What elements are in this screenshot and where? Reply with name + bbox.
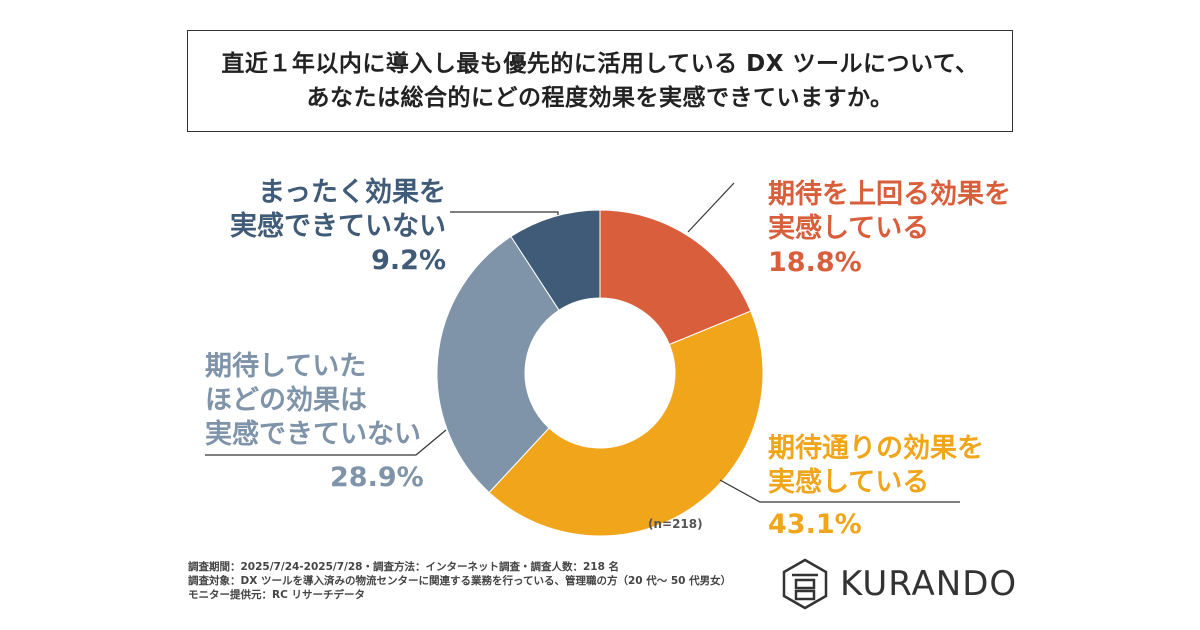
kurando-logo: KURANDO (782, 558, 1017, 610)
label-slice-0-line2: 実感している (768, 213, 930, 244)
label-slice-0-line1: 期待を上回る効果を (768, 179, 1011, 210)
value-slice-3: 9.2% (371, 245, 446, 276)
donut-slice-0 (599, 209, 752, 346)
label-slice-3-line2: 実感できていない (230, 211, 446, 242)
donut-slice-2 (436, 235, 560, 494)
label-slice-3-line1: まったく効果を (258, 177, 446, 208)
kurando-logo-icon (782, 558, 828, 610)
donut-slice-1 (488, 310, 764, 537)
footnotes: 調査期間：2025/7/24-2025/7/28・調査方法：インターネット調査・… (188, 560, 731, 602)
label-slice-1: 期待通りの効果を 実感している (768, 432, 984, 500)
leader-line-slice-0 (687, 182, 735, 233)
label-slice-2-line3: 実感できていない (205, 419, 421, 450)
sample-size-note: (n=218) (648, 517, 703, 531)
label-slice-1-line2: 実感している (768, 467, 930, 498)
value-slice-1: 43.1% (768, 509, 862, 540)
label-slice-2-line1: 期待していた (205, 351, 367, 382)
label-slice-2-line2: ほどの効果は (205, 385, 367, 416)
title-box: 直近１年以内に導入し最も優先的に活用している DX ツールについて、 あなたは総… (187, 30, 1013, 132)
leader-line-slice-2 (205, 429, 447, 456)
title-line-2: あなたは総合的にどの程度効果を実感できていますか。 (306, 85, 894, 111)
leader-line-slice-3 (450, 211, 559, 215)
logo-text: KURANDO (840, 564, 1018, 604)
value-slice-2: 28.9% (330, 462, 424, 493)
value-slice-2-wrap: 28.9% (330, 461, 424, 495)
donut-slice-3 (510, 209, 601, 311)
value-slice-0: 18.8% (768, 247, 862, 278)
label-slice-0: 期待を上回る効果を 実感している 18.8% (768, 178, 1011, 280)
title-line-1: 直近１年以内に導入し最も優先的に活用している DX ツールについて、 (221, 51, 979, 77)
value-slice-1-wrap: 43.1% (768, 508, 862, 542)
footnote-line-3: モニター提供元：RC リサーチデータ (188, 589, 365, 601)
footnote-line-1: 調査期間：2025/7/24-2025/7/28・調査方法：インターネット調査・… (188, 561, 620, 573)
label-slice-1-line1: 期待通りの効果を (768, 433, 984, 464)
label-slice-3: まったく効果を 実感できていない 9.2% (230, 176, 446, 278)
footnote-line-2: 調査対象：DX ツールを導入済みの物流センターに関連する業務を行っている、管理職… (188, 575, 732, 587)
leader-line-slice-1 (719, 479, 960, 503)
label-slice-2: 期待していた ほどの効果は 実感できていない (205, 350, 421, 452)
